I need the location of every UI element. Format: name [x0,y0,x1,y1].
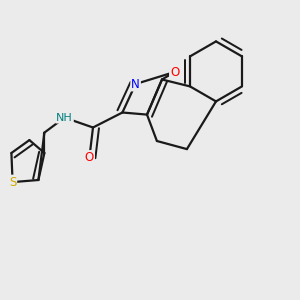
Text: O: O [170,65,179,79]
Text: O: O [85,151,94,164]
Text: S: S [9,176,16,189]
Text: NH: NH [56,112,73,123]
Text: N: N [131,77,140,91]
